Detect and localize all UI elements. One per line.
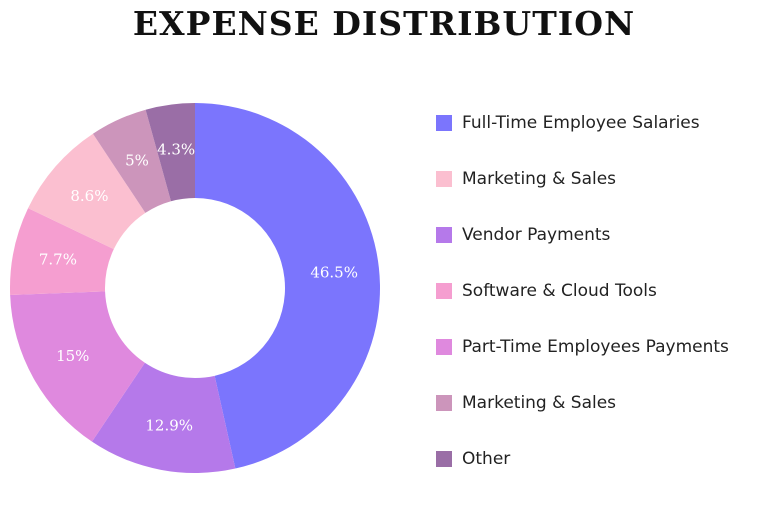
legend-label: Other <box>462 449 511 469</box>
legend-item-2: Vendor Payments <box>436 207 729 263</box>
legend-item-0: Full-Time Employee Salaries <box>436 95 729 151</box>
slice-label-0: 46.5% <box>310 264 358 282</box>
donut-slice-0 <box>195 103 381 469</box>
legend-label: Marketing & Sales <box>462 169 617 189</box>
slice-label-5: 5% <box>125 152 149 170</box>
slice-label-2: 15% <box>56 347 89 365</box>
legend-swatch <box>436 115 452 131</box>
donut-slice-6 <box>145 103 195 202</box>
slice-label-6: 4.3% <box>157 140 195 158</box>
legend-label: Software & Cloud Tools <box>462 281 657 301</box>
legend-item-5: Marketing & Sales <box>436 375 729 431</box>
slice-label-4: 8.6% <box>70 187 108 205</box>
chart-title: EXPENSE DISTRIBUTION <box>132 4 636 43</box>
donut-slice-labels: 46.5% 12.9% 15% 7.7% 8.6% 5% 4.3% <box>39 140 358 434</box>
chart-legend: Full-Time Employee Salaries Marketing & S… <box>436 95 729 487</box>
legend-swatch <box>436 339 452 355</box>
legend-swatch <box>436 395 452 411</box>
donut-slice-3 <box>10 208 114 295</box>
legend-swatch <box>436 283 452 299</box>
legend-item-1: Marketing & Sales <box>436 151 729 207</box>
legend-label: Part-Time Employees Payments <box>462 337 729 357</box>
legend-label: Vendor Payments <box>462 225 611 245</box>
donut-chart: 46.5% 12.9% 15% 7.7% 8.6% 5% 4.3% <box>10 103 381 473</box>
legend-swatch <box>436 171 452 187</box>
slice-label-3: 7.7% <box>39 251 77 269</box>
legend-swatch <box>436 451 452 467</box>
legend-label: Full-Time Employee Salaries <box>462 113 700 133</box>
legend-item-3: Software & Cloud Tools <box>436 263 729 319</box>
donut-slices <box>10 103 381 473</box>
slice-label-1: 12.9% <box>145 417 193 435</box>
legend-label: Marketing & Sales <box>462 393 617 413</box>
donut-slice-4 <box>28 133 146 250</box>
legend-item-4: Part-Time Employees Payments <box>436 319 729 375</box>
legend-item-6: Other <box>436 431 729 487</box>
legend-swatch <box>436 227 452 243</box>
donut-slice-5 <box>92 109 171 213</box>
donut-slice-2 <box>10 291 145 442</box>
donut-slice-1 <box>91 362 236 473</box>
